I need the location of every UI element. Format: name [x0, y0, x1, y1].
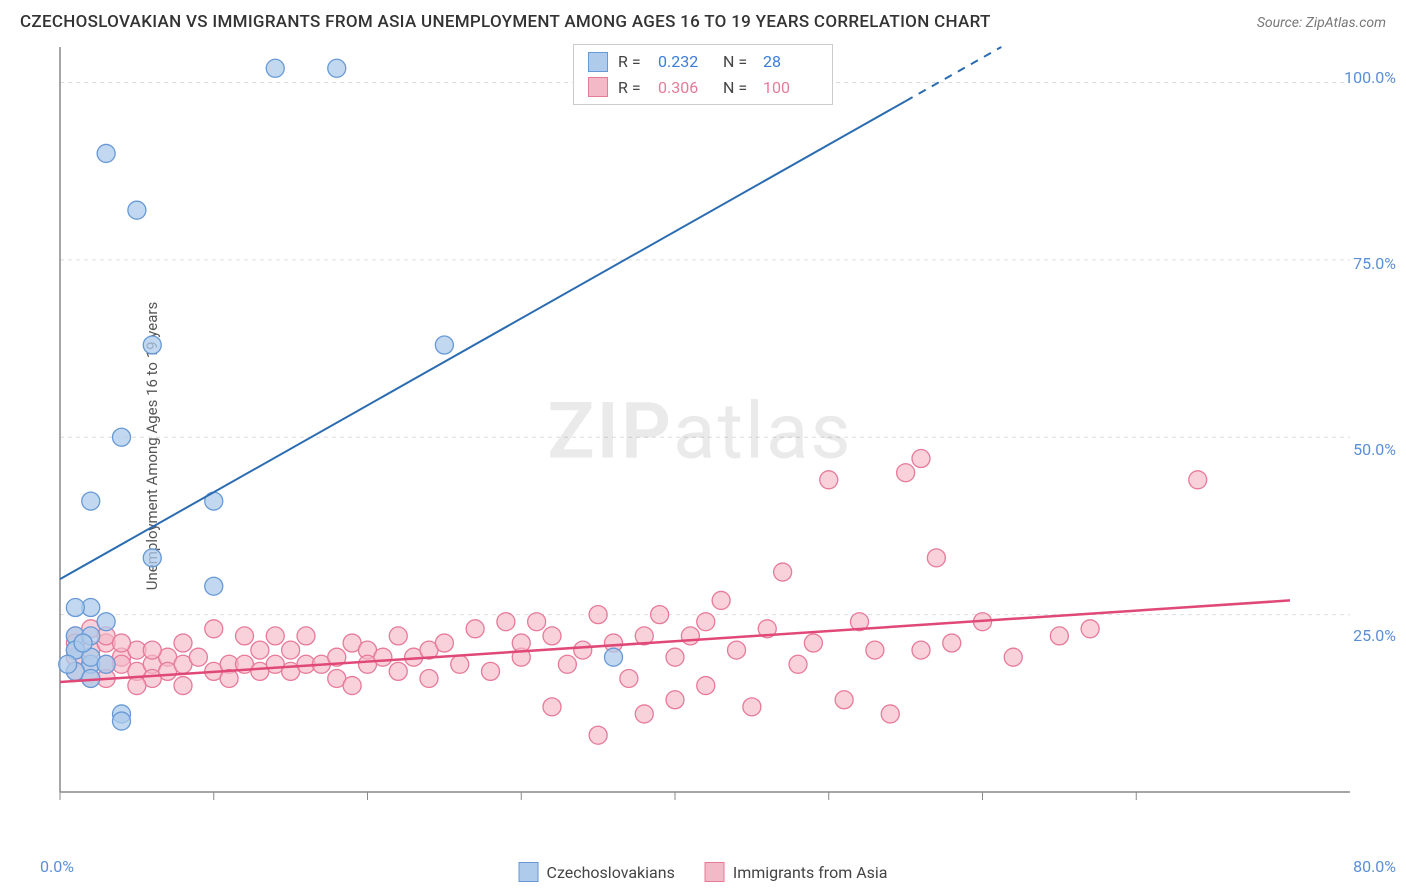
n-label: N = [723, 75, 753, 101]
legend-item-1: Immigrants from Asia [705, 862, 888, 882]
swatch-icon [588, 52, 608, 72]
plot-area: ZIPatlas [50, 42, 1350, 822]
legend-label: Immigrants from Asia [733, 863, 888, 882]
n-label: N = [723, 49, 753, 75]
x-tick-80: 80.0% [1353, 857, 1396, 876]
r-value: 0.232 [658, 49, 713, 75]
legend-item-0: Czechoslovakians [519, 862, 675, 882]
y-tick-25: 25.0% [1353, 626, 1396, 645]
n-value: 100 [763, 75, 818, 101]
bottom-legend: Czechoslovakians Immigrants from Asia [519, 862, 888, 882]
y-tick-100: 100.0% [1344, 68, 1396, 87]
r-label: R = [618, 49, 648, 75]
n-value: 28 [763, 49, 818, 75]
chart-svg [50, 42, 1350, 822]
y-tick-50: 50.0% [1353, 440, 1396, 459]
r-label: R = [618, 75, 648, 101]
stats-row-0: R = 0.232 N = 28 [588, 49, 818, 75]
stats-row-1: R = 0.306 N = 100 [588, 75, 818, 101]
chart-title: CZECHOSLOVAKIAN VS IMMIGRANTS FROM ASIA … [20, 12, 991, 32]
x-tick-0: 0.0% [40, 857, 74, 876]
stats-legend: R = 0.232 N = 28 R = 0.306 N = 100 [573, 44, 833, 105]
r-value: 0.306 [658, 75, 713, 101]
title-bar: CZECHOSLOVAKIAN VS IMMIGRANTS FROM ASIA … [20, 12, 1386, 32]
swatch-icon [705, 862, 725, 882]
swatch-icon [588, 77, 608, 97]
swatch-icon [519, 862, 539, 882]
y-tick-75: 75.0% [1353, 254, 1396, 273]
legend-label: Czechoslovakians [547, 863, 675, 882]
source-label: Source: ZipAtlas.com [1257, 15, 1386, 31]
